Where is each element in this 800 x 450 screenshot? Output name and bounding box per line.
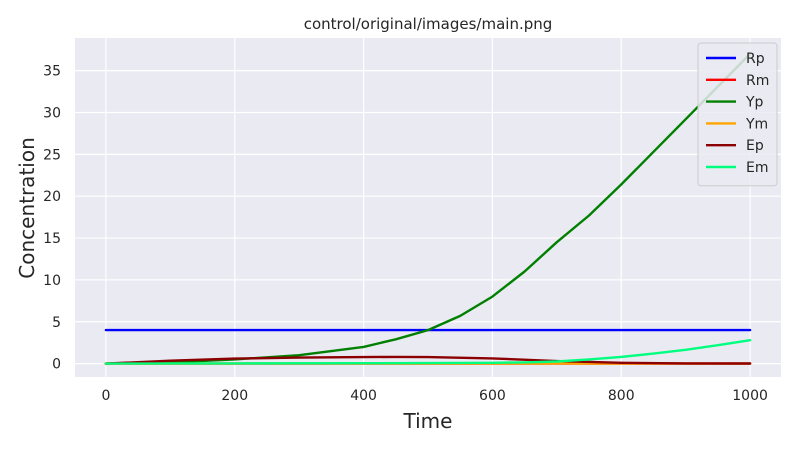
x-tick-label: 600	[479, 388, 506, 404]
y-tick-label: 0	[52, 357, 61, 373]
x-tick-label: 0	[101, 388, 110, 404]
y-tick-label: 35	[43, 64, 61, 80]
x-axis-label: Time	[403, 409, 453, 433]
legend-label-ep: Ep	[746, 138, 764, 154]
series-line-em	[104, 339, 752, 365]
x-tick-label: 800	[608, 388, 635, 404]
plot-area	[75, 38, 781, 377]
x-tick-label: 1000	[732, 388, 768, 404]
legend-label-ym: Ym	[745, 116, 768, 132]
series-line-yp	[104, 52, 752, 365]
x-tick-label: 400	[350, 388, 377, 404]
y-tick-label: 25	[43, 147, 61, 163]
y-axis-label: Concentration	[15, 137, 39, 278]
y-tick-label: 5	[52, 315, 61, 331]
y-tick-label: 30	[43, 105, 61, 121]
series-group	[104, 52, 752, 365]
legend-label-rp: Rp	[746, 51, 765, 67]
series-line-ep	[104, 355, 752, 365]
legend-label-yp: Yp	[745, 95, 764, 111]
legend-label-em: Em	[746, 160, 768, 176]
legend-label-rm: Rm	[746, 73, 769, 89]
x-tick-label: 200	[221, 388, 248, 404]
legend: Rp Rm Yp Ym Ep Em	[697, 42, 778, 187]
chart-title: control/original/images/main.png	[304, 15, 553, 33]
y-tick-label: 20	[43, 189, 61, 205]
y-tick-label: 10	[43, 273, 61, 289]
ticks-group: 0 200 400 600 800 1000 0 5 10 15 20 25 30 35	[43, 64, 768, 404]
y-tick-label: 15	[43, 231, 61, 247]
